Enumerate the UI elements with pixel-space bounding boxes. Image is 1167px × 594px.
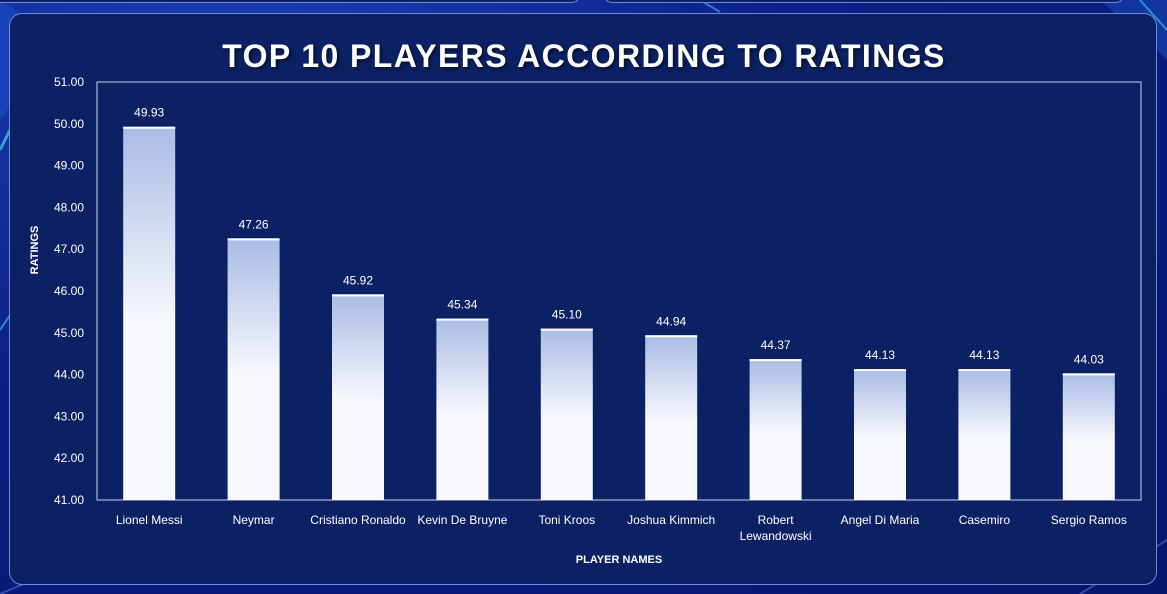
data-label: 47.26	[239, 217, 269, 231]
y-tick-label: 50.00	[54, 117, 84, 131]
bar-chart: 41.00 42.00 43.00 44.00 45.00 46.00 47.00 48.00…	[29, 75, 1142, 566]
x-tick-label: Sergio Ramos	[1051, 513, 1127, 527]
x-tick-label: Toni Kroos	[538, 513, 595, 527]
y-tick-label: 51.00	[54, 75, 84, 89]
y-tick-label: 49.00	[54, 159, 84, 173]
y-tick-label: 45.00	[54, 326, 84, 340]
y-tick-label: 47.00	[54, 242, 84, 256]
bar	[436, 318, 489, 500]
y-tick-label: 44.00	[54, 368, 84, 382]
x-tick-label: Cristiano Ronaldo	[310, 513, 406, 527]
data-label: 44.94	[656, 314, 686, 328]
data-label: 44.37	[761, 338, 791, 352]
x-tick-label: Robert Lewandowski	[740, 513, 812, 543]
bar	[123, 126, 176, 500]
partial-panel-right	[604, 0, 1124, 3]
x-tick-label: Lionel Messi	[116, 513, 183, 527]
chart-panel: TOP 10 PLAYERS ACCORDING TO RATINGS 41.0…	[9, 13, 1157, 585]
y-tick-label: 42.00	[54, 451, 84, 465]
bar	[540, 328, 593, 500]
bar	[854, 369, 906, 500]
chart-title: TOP 10 PLAYERS ACCORDING TO RATINGS	[222, 38, 946, 74]
data-label: 44.13	[865, 348, 895, 362]
y-tick-label: 46.00	[54, 284, 84, 298]
bar	[1062, 373, 1115, 500]
data-label: 49.93	[134, 106, 164, 120]
bar	[645, 335, 698, 500]
data-label: 44.03	[1074, 352, 1104, 366]
y-tick-label: 48.00	[54, 200, 84, 214]
plot-frame	[96, 81, 1142, 501]
data-label: 45.92	[343, 273, 373, 287]
bar	[749, 359, 802, 500]
data-label: 45.34	[447, 298, 477, 312]
bar	[958, 369, 1011, 500]
x-tick-label: Joshua Kimmich	[627, 513, 715, 527]
x-tick-label: Kevin De Bruyne	[417, 513, 507, 527]
bar	[227, 238, 280, 500]
x-tick-label: Casemiro	[959, 513, 1011, 527]
x-tick-label: Angel Di Maria	[841, 513, 920, 527]
bar	[332, 294, 384, 500]
y-tick-label: 43.00	[54, 409, 84, 423]
partial-panel-left	[0, 0, 580, 3]
y-axis-title: RATINGS	[29, 226, 41, 275]
data-label: 44.13	[969, 348, 999, 362]
y-tick-label: 41.00	[54, 493, 84, 507]
x-tick-label: Neymar	[233, 513, 275, 527]
x-axis-title: PLAYER NAMES	[576, 554, 662, 566]
data-label: 45.10	[552, 308, 582, 322]
